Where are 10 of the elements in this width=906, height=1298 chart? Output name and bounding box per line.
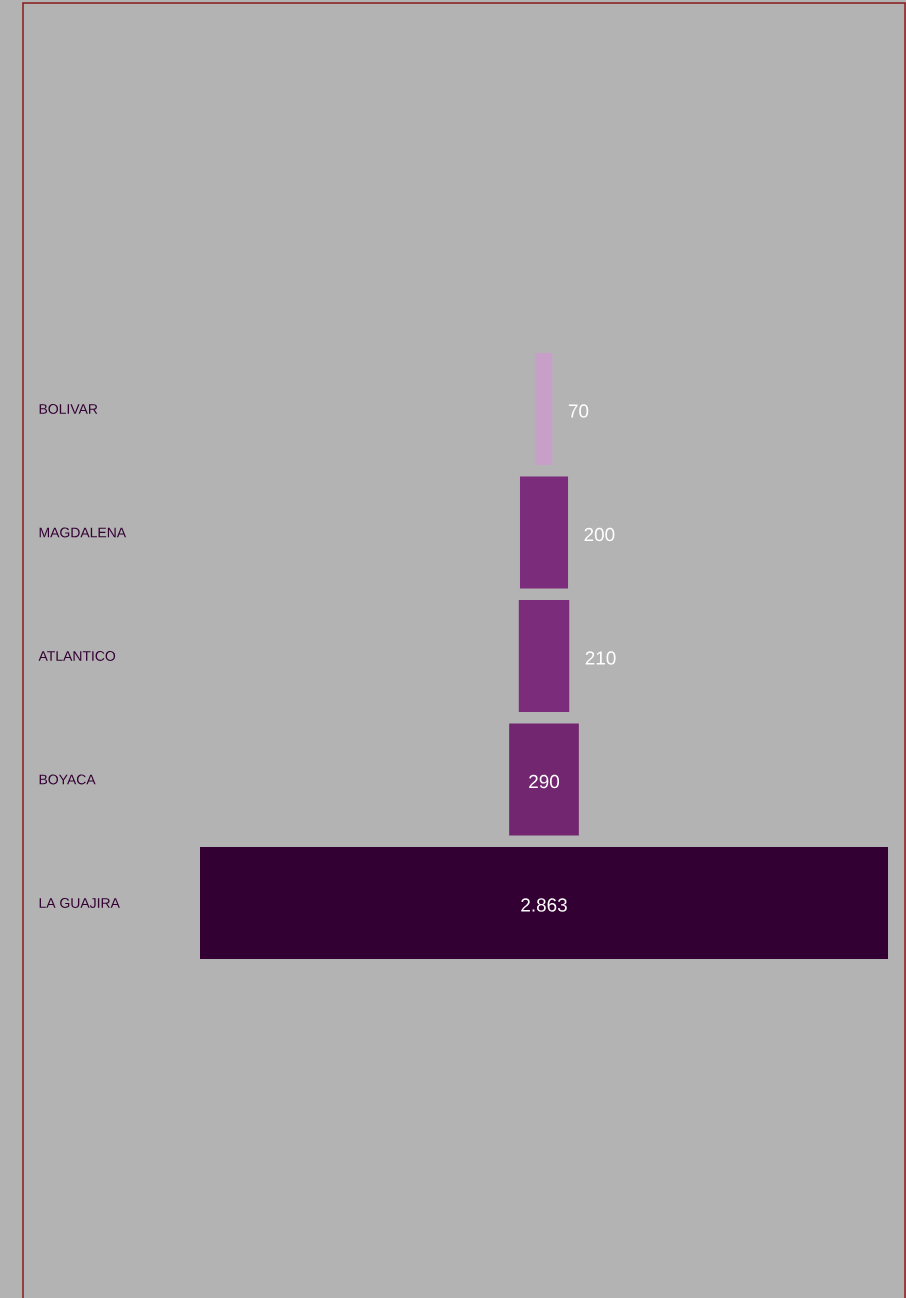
- category-label: ATLANTICO: [38, 651, 116, 661]
- category-label: MAGDALENA: [39, 527, 127, 538]
- category-label: BOYACA: [39, 774, 96, 785]
- data-label: 200: [584, 527, 615, 542]
- category-label: BOLIVAR: [39, 404, 98, 414]
- data-label: 210: [585, 651, 616, 665]
- category-label: LA GUAJIRA: [39, 898, 120, 908]
- data-label: 290: [529, 774, 560, 789]
- data-label: 2.863: [521, 898, 567, 912]
- data-label: 70: [568, 404, 589, 418]
